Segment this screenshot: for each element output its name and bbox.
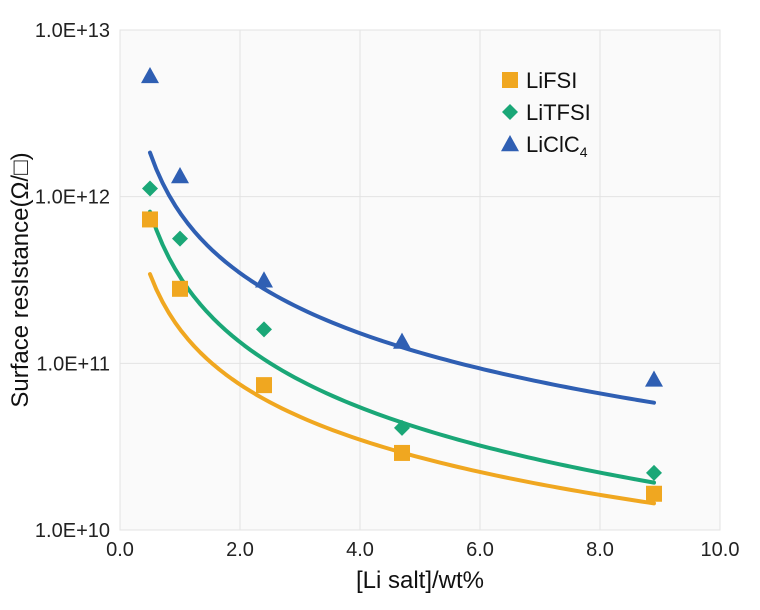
y-axis-label: Surface resIstance(Ω/□)	[7, 152, 34, 407]
x-tick-label: 6.0	[466, 539, 494, 561]
legend-label-lifsi: LiFSI	[526, 68, 577, 93]
legend-marker-lifsi	[502, 72, 518, 88]
y-tick-label: 1.0E+11	[36, 353, 110, 375]
x-tick-label: 10.0	[701, 539, 740, 561]
point-lifsi	[256, 377, 272, 393]
point-lifsi	[394, 445, 410, 461]
legend-label-liclc4: LiClC4	[526, 132, 588, 160]
point-lifsi	[646, 486, 662, 502]
point-lifsi	[172, 281, 188, 297]
x-tick-label: 8.0	[586, 539, 614, 561]
chart-container: 0.0 2.0 4.0 6.0 8.0 10.0 1.0E+10 1.0E+11 1.0E+12…	[0, 0, 760, 610]
y-tick-label: 1.0E+10	[35, 520, 110, 542]
plot-area	[120, 30, 720, 530]
x-axis-label: [Li salt]/wt%	[356, 567, 484, 594]
y-tick-label: 1.0E+13	[35, 20, 110, 42]
x-tick-label: 2.0	[226, 539, 254, 561]
point-lifsi	[142, 211, 158, 227]
x-tick-label: 4.0	[346, 539, 374, 561]
y-tick-label: 1.0E+12	[35, 187, 110, 209]
legend-label-sub-liclc4: 4	[580, 144, 588, 160]
legend: LiFSI LiTFSI LiClC4	[501, 68, 591, 160]
chart-svg: 0.0 2.0 4.0 6.0 8.0 10.0 1.0E+10 1.0E+11 1.0E+12…	[0, 0, 760, 610]
legend-label-litfsi: LiTFSI	[526, 100, 591, 125]
x-tick-label: 0.0	[106, 539, 134, 561]
